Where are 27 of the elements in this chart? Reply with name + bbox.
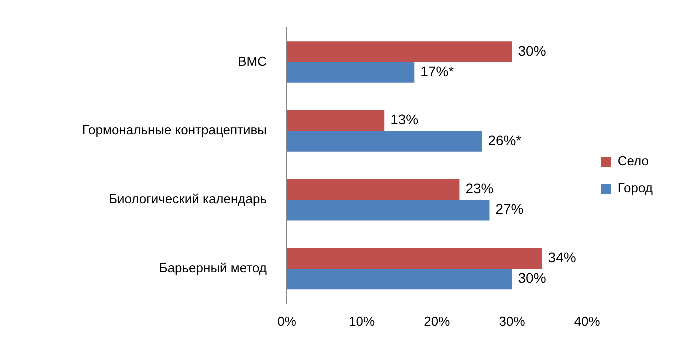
y-tick-label: Барьерный метод xyxy=(159,260,268,276)
bar xyxy=(287,179,460,200)
bar xyxy=(287,42,512,62)
bar xyxy=(287,248,542,269)
y-tick-label: Гормональные контрацептивы xyxy=(82,122,267,138)
data-label: 23% xyxy=(466,180,494,197)
data-label: 34% xyxy=(548,249,576,266)
bar xyxy=(287,110,385,132)
bar xyxy=(287,200,490,221)
data-label: 30% xyxy=(518,270,546,286)
legend-label: Село xyxy=(618,154,649,169)
data-label: 13% xyxy=(390,112,419,128)
x-tick-label: 0% xyxy=(278,314,297,329)
legend-label: Город xyxy=(618,180,654,196)
x-tick-label: 40% xyxy=(574,314,601,329)
data-label: 27% xyxy=(496,201,524,218)
x-tick-label: 30% xyxy=(499,314,526,329)
y-tick-label: Биологический календарь xyxy=(108,192,268,207)
bar xyxy=(287,62,415,83)
x-tick-label: 10% xyxy=(349,314,376,329)
bar xyxy=(287,131,482,152)
bar xyxy=(287,268,512,290)
y-tick-label: ВМС xyxy=(238,54,267,69)
data-label: 26%* xyxy=(488,132,522,148)
data-label: 30% xyxy=(518,42,546,59)
x-tick-label: 20% xyxy=(424,314,451,329)
data-label: 17%* xyxy=(420,63,455,80)
